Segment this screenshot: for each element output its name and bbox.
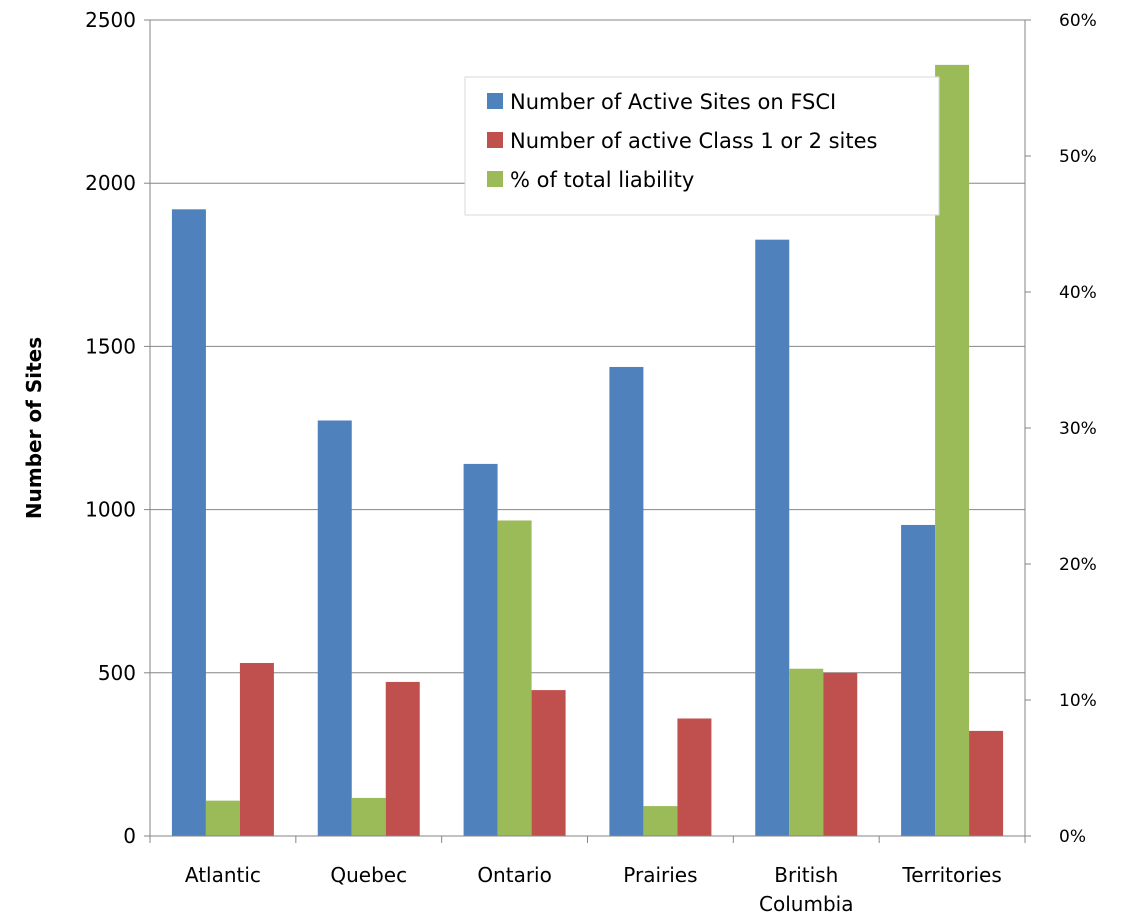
y-tick-label: 2500 (85, 8, 136, 32)
bar (205, 800, 240, 836)
legend-label: % of total liability (510, 168, 694, 192)
y-tick-label: 1000 (85, 498, 136, 522)
legend-swatch (487, 132, 503, 148)
y2-tick-label: 10% (1059, 691, 1097, 711)
y-tick-label: 1500 (85, 334, 136, 358)
y2-tick-label: 20% (1059, 555, 1097, 575)
y2-tick-label: 50% (1059, 147, 1097, 167)
bar (823, 672, 858, 836)
legend-swatch (487, 171, 503, 187)
x-tick-label: Atlantic (185, 863, 261, 887)
bar (317, 420, 352, 836)
x-tick-label: British Columbia (759, 863, 853, 916)
x-tick-label: Quebec (330, 863, 407, 887)
bar (609, 366, 644, 836)
right-axis-ticks: 0% 10% 20% 30% 40% 50% 60% (1059, 11, 1097, 847)
legend-label: Number of active Class 1 or 2 sites (510, 129, 877, 153)
bar (643, 806, 678, 836)
bar (385, 681, 420, 836)
y2-tick-label: 0% (1059, 827, 1086, 847)
legend-box (464, 76, 940, 216)
axes (144, 19, 1031, 843)
y-tick-label: 500 (98, 661, 136, 685)
bar (531, 690, 566, 836)
x-tick-label: Territories (901, 863, 1001, 887)
y2-tick-label: 30% (1059, 419, 1097, 439)
x-tick-label: Prairies (623, 863, 697, 887)
bar (755, 239, 790, 836)
x-tick-label: Ontario (477, 863, 552, 887)
bar (351, 797, 386, 836)
y2-tick-label: 40% (1059, 283, 1097, 303)
bar (935, 64, 970, 836)
bar (463, 463, 498, 836)
legend: Number of Active Sites on FSCI Number of … (464, 76, 940, 216)
bar (677, 718, 712, 836)
y-axis-label: Number of Sites (22, 337, 46, 519)
category-labels: Atlantic Quebec Ontario Prairies British Colu… (185, 863, 1002, 916)
bar (789, 668, 824, 836)
bar (239, 663, 274, 836)
legend-swatch (487, 93, 503, 109)
bar (969, 730, 1004, 836)
y-tick-label: 2000 (85, 171, 136, 195)
bar (901, 524, 936, 836)
bars (171, 64, 1004, 836)
y-tick-label: 0 (123, 824, 136, 848)
bar (171, 209, 206, 836)
y2-tick-label: 60% (1059, 11, 1097, 31)
left-axis-ticks: 0 500 1000 1500 2000 2500 (85, 8, 136, 848)
bar (497, 520, 532, 836)
legend-label: Number of Active Sites on FSCI (510, 90, 836, 114)
